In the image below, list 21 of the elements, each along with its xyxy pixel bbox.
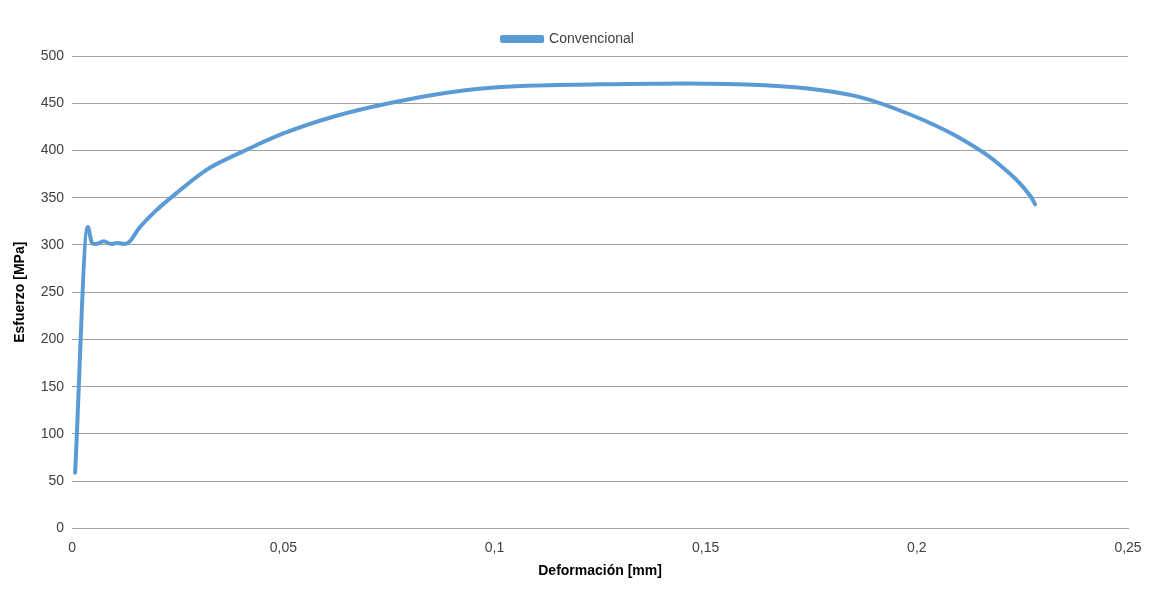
x-tick-label: 0,05 — [269, 538, 298, 555]
y-tick-label: 350 — [40, 188, 65, 205]
legend-label: Convencional — [549, 29, 634, 46]
x-axis-title: Deformación [mm] — [538, 562, 662, 579]
y-tick-label: 500 — [40, 46, 65, 63]
y-tick-label: 450 — [40, 94, 65, 111]
y-tick-label: 100 — [40, 424, 65, 441]
x-tick-label: 0,1 — [484, 538, 505, 555]
y-tick-label: 300 — [40, 235, 65, 252]
y-tick-label: 200 — [40, 330, 65, 347]
y-tick-label: 150 — [40, 377, 65, 394]
x-tick-label: 0,15 — [692, 538, 720, 555]
line-series — [73, 81, 1038, 475]
y-tick-label: 0 — [56, 519, 65, 536]
x-tick-label: 0,2 — [907, 538, 927, 555]
y-tick-label: 50 — [48, 472, 65, 489]
x-tick-label: 0 — [68, 538, 77, 555]
x-tick-label: 0,25 — [1114, 538, 1142, 555]
y-axis-title: Esfuerzo [MPa] — [11, 241, 28, 343]
y-tick-label: 250 — [40, 283, 65, 300]
y-tick-label: 400 — [40, 141, 65, 158]
